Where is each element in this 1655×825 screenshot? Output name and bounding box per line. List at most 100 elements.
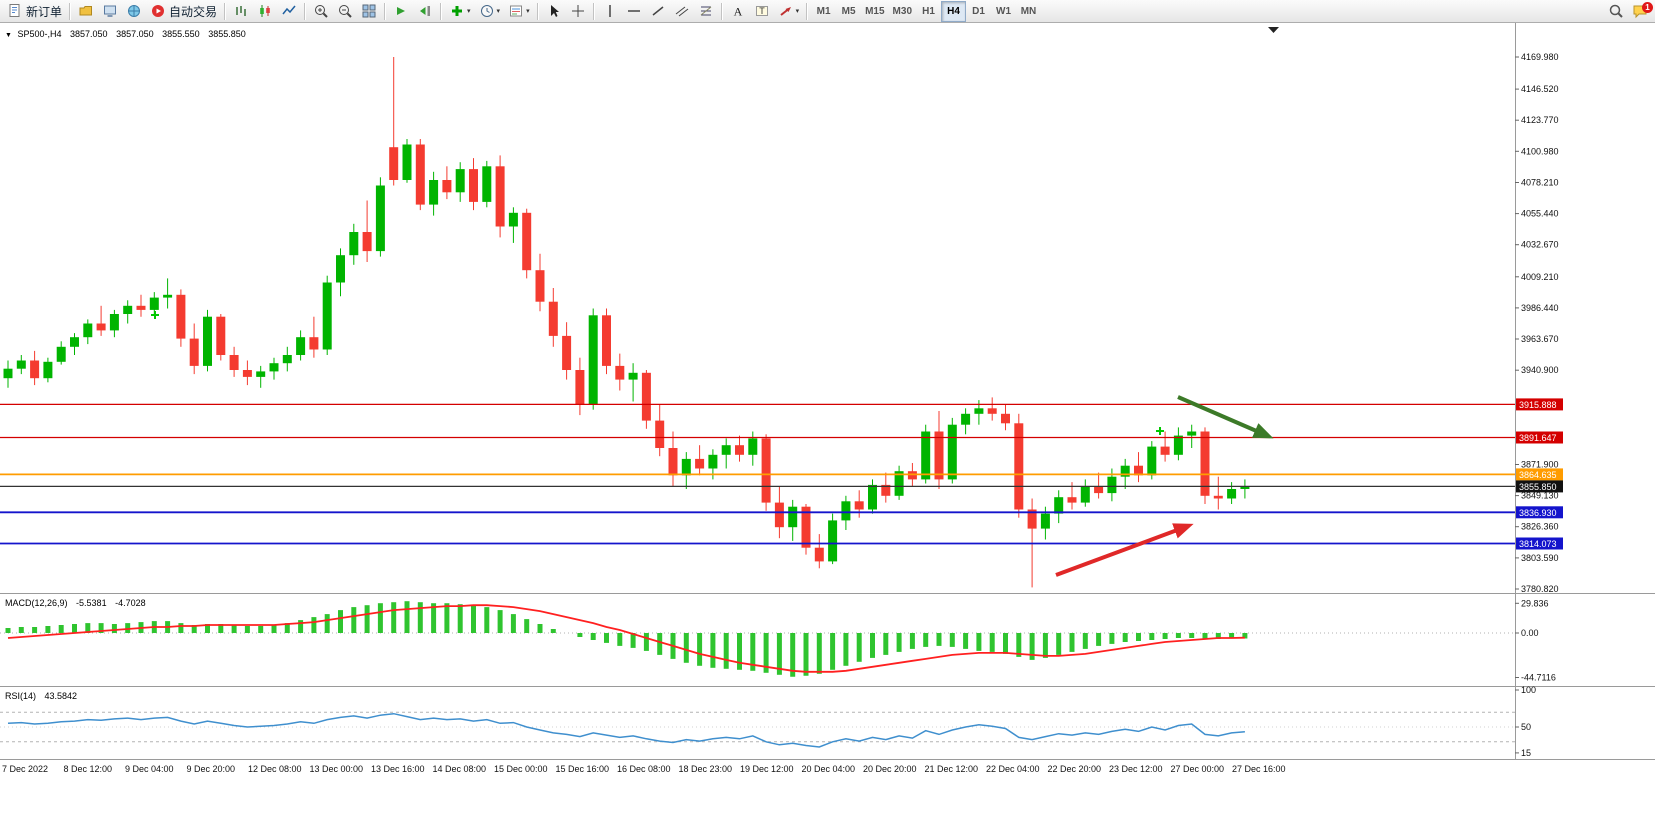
indicators-button[interactable]: ▾	[445, 1, 475, 22]
timeframe-d1-button[interactable]: D1	[972, 5, 985, 17]
label-button[interactable]: T	[750, 1, 774, 22]
label-icon: T	[755, 6, 768, 16]
svg-text:3814.073: 3814.073	[1519, 539, 1557, 549]
fibonacci-button[interactable]	[694, 1, 718, 22]
price-tick-label: 4146.520	[1521, 84, 1559, 94]
candle-body	[841, 501, 851, 521]
svg-text:A: A	[733, 5, 742, 19]
notifications-button[interactable]: 1	[1628, 1, 1653, 22]
zoom-out-icon	[339, 5, 352, 18]
timeframe-mn-button[interactable]: MN	[1020, 5, 1037, 17]
vertical-line-button[interactable]	[598, 1, 622, 22]
indicators-icon	[452, 6, 463, 16]
zoom-out-button[interactable]	[333, 1, 357, 22]
timeframe-h1-button[interactable]: H1	[922, 5, 935, 17]
candle-body	[296, 337, 306, 355]
candle-body	[1080, 486, 1090, 503]
price-tick-label: 3849.130	[1521, 491, 1559, 501]
macd-histogram	[5, 601, 1248, 677]
svg-text:T: T	[759, 6, 765, 16]
auto-scroll-icon	[397, 7, 406, 15]
navigator-icon	[128, 5, 141, 17]
bar-chart-button[interactable]	[229, 1, 253, 22]
candle-body	[814, 547, 824, 562]
profiles-button[interactable]	[74, 1, 98, 22]
price-tick-label: 4032.670	[1521, 240, 1559, 250]
price-tick-label: 4169.980	[1521, 52, 1559, 62]
candle-body	[455, 169, 465, 193]
chart-shift-button[interactable]	[413, 1, 437, 22]
price-tick-label: 3826.360	[1521, 522, 1559, 532]
timeframe-m1-button[interactable]: M1	[816, 5, 831, 17]
line-chart-button[interactable]	[277, 1, 301, 22]
price-tick-label: 3871.900	[1521, 460, 1559, 470]
plus-marker[interactable]	[1156, 427, 1164, 435]
plus-marker[interactable]	[151, 311, 159, 319]
candle-body	[309, 337, 319, 350]
new-order-button-label: 新订单	[26, 4, 63, 19]
arrows-button[interactable]: ▾	[774, 1, 804, 22]
green-trend-arrow[interactable]	[1177, 395, 1274, 439]
svg-text:3864.635: 3864.635	[1519, 470, 1557, 480]
candle-body	[961, 413, 971, 425]
candle-body	[641, 372, 651, 421]
red-trend-arrow[interactable]	[1055, 523, 1194, 577]
candle-body	[1040, 513, 1050, 529]
candle-body	[1187, 431, 1197, 436]
rsi-line	[7, 712, 1245, 748]
timeframe-m15-button[interactable]: M15	[865, 5, 885, 17]
price-tick-label: 4100.980	[1521, 146, 1559, 156]
date-label: 15 Dec 16:00	[556, 764, 610, 774]
cursor-icon	[550, 5, 559, 17]
candle-body	[203, 316, 212, 366]
candle-body	[921, 431, 931, 480]
date-label: 21 Dec 12:00	[925, 764, 979, 774]
candle-body	[3, 368, 13, 379]
candle-body	[1014, 423, 1024, 510]
cursor-button[interactable]	[542, 1, 566, 22]
candles-group	[3, 57, 1250, 588]
candle-body	[269, 363, 279, 372]
candle-body	[602, 315, 611, 366]
templates-button[interactable]: ▾	[504, 1, 534, 22]
timeframe-h4-button[interactable]: H4	[941, 0, 966, 22]
candle-body	[362, 232, 372, 252]
date-label: 7 Dec 2022	[2, 764, 48, 774]
navigator-button[interactable]	[122, 1, 146, 22]
crosshair-button[interactable]	[566, 1, 590, 22]
horizontal-line-button[interactable]	[622, 1, 646, 22]
search-button[interactable]	[1604, 1, 1628, 22]
auto-scroll-button[interactable]	[389, 1, 413, 22]
market-watch-button[interactable]	[98, 1, 122, 22]
zoom-in-button[interactable]	[309, 1, 333, 22]
price-chart[interactable]: 4169.980 4146.520 4123.770 4100.980 4078.210…	[0, 23, 1655, 825]
timeframe-m30-button[interactable]: M30	[892, 5, 912, 17]
candlestick-button[interactable]	[253, 1, 277, 22]
profiles-icon	[79, 6, 93, 16]
autotrading-icon	[152, 5, 165, 17]
tile-windows-button[interactable]	[357, 1, 381, 22]
candle-body	[522, 212, 532, 271]
new-order-button[interactable]: 新订单	[3, 1, 66, 22]
auto-trading-button[interactable]: 自动交易	[146, 1, 221, 22]
candle-body	[695, 458, 705, 469]
trendline-button[interactable]	[646, 1, 670, 22]
new-order-icon	[9, 4, 20, 17]
price-tick-label: 3803.590	[1521, 553, 1559, 563]
text-button[interactable]: A	[726, 1, 750, 22]
candle-body	[56, 346, 66, 362]
candle-body	[96, 323, 106, 331]
periods-button[interactable]: ▾	[475, 1, 505, 22]
price-tick-label: 4123.770	[1521, 115, 1559, 125]
candle-body	[708, 454, 718, 469]
chart-window[interactable]: 4169.980 4146.520 4123.770 4100.980 4078.210…	[0, 23, 1655, 825]
macd-axis-label: 0.00	[1521, 628, 1539, 638]
candle-body	[1240, 486, 1250, 489]
timeframe-w1-button[interactable]: W1	[996, 5, 1011, 17]
candle-body	[229, 355, 239, 370]
scroll-to-end-marker[interactable]	[1268, 27, 1279, 33]
timeframe-m5-button[interactable]: M5	[841, 5, 856, 17]
channel-button[interactable]	[670, 1, 694, 22]
candle-body	[1160, 446, 1170, 455]
